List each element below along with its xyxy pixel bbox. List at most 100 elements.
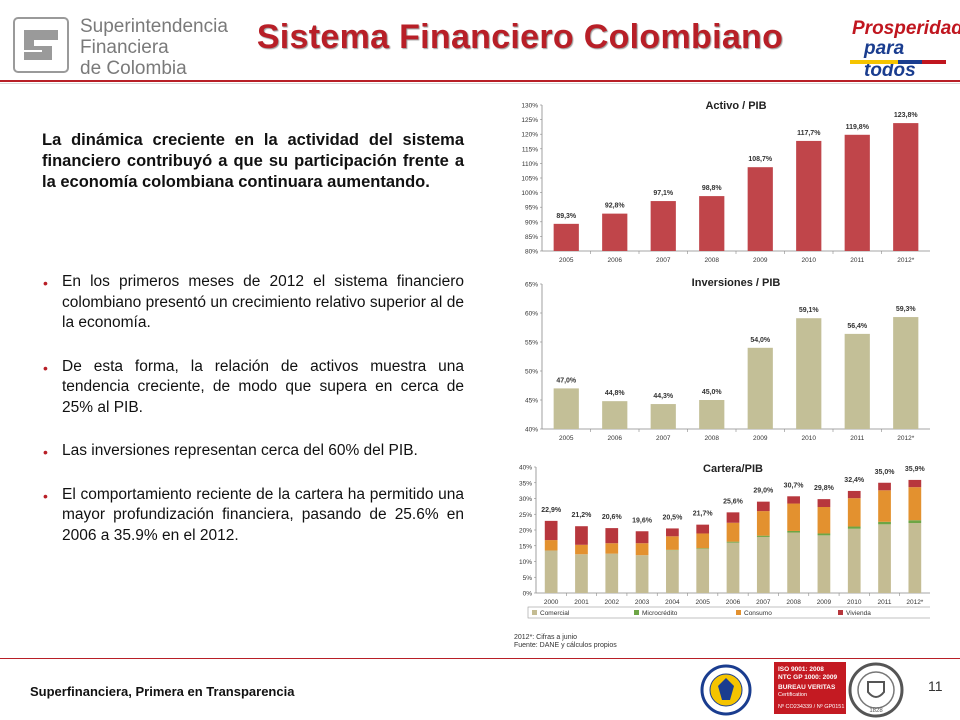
- stacked-segment: [605, 528, 619, 544]
- bullet-item: • El comportamiento reciente de la carter…: [40, 485, 464, 547]
- y-tick-label: 30%: [519, 496, 532, 503]
- page-number: 11: [928, 678, 943, 694]
- chart-title: Inversiones / PIB: [692, 277, 781, 289]
- bar: [602, 401, 628, 429]
- brand-line1: Prosperidad: [852, 18, 960, 39]
- chart-title: Activo / PIB: [705, 100, 766, 112]
- stacked-segment: [605, 543, 619, 554]
- cert-line: BUREAU VERITAS: [778, 684, 836, 691]
- stacked-segment: [756, 536, 770, 593]
- x-tick-label: 2008: [705, 257, 720, 264]
- bullet-icon: •: [43, 444, 48, 460]
- y-tick-label: 45%: [525, 398, 538, 405]
- x-tick-label: 2012*: [897, 435, 914, 442]
- x-tick-label: 2011: [878, 599, 892, 606]
- data-label: 59,1%: [799, 307, 820, 314]
- prosperidad-logo: Prosperidad para todos: [850, 18, 960, 81]
- stacked-segment: [635, 531, 649, 544]
- stacked-segment: [544, 540, 558, 551]
- note-line: Fuente: DANE y cálculos propios: [514, 642, 617, 649]
- stacked-segment: [847, 498, 861, 527]
- header-divider-light: [0, 83, 960, 84]
- stacked-segment: [817, 533, 831, 536]
- x-tick-label: 2007: [756, 599, 771, 606]
- activo-pib-chart: Activo / PIB 80% 85% 90% 95% 100% 105% 110% 115%…: [510, 96, 930, 266]
- chart-title: Cartera/PIB: [703, 463, 763, 475]
- stacked-segment: [575, 544, 588, 555]
- stacked-segment: [878, 482, 891, 491]
- data-label: 108,7%: [748, 156, 773, 163]
- y-tick-label: 130%: [521, 103, 538, 110]
- cert-line: Certification: [778, 692, 808, 698]
- logo-line: de Colombia: [80, 58, 187, 79]
- y-tick-label: 40%: [525, 427, 538, 434]
- bar: [796, 140, 822, 251]
- stacked-segment: [696, 533, 710, 549]
- x-tick-label: 2005: [559, 435, 574, 442]
- x-tick-label: 2008: [705, 435, 720, 442]
- stacked-segment: [756, 535, 770, 537]
- cert-line: NTC GP 1000: 2009: [778, 674, 838, 681]
- data-label: 89,3%: [556, 213, 577, 220]
- stacked-segment: [787, 532, 800, 593]
- bullet-text: El comportamiento reciente de la cartera…: [62, 485, 464, 544]
- bar: [699, 400, 725, 429]
- x-tick-label: 2002: [605, 599, 620, 606]
- x-tick-label: 2011: [850, 435, 864, 442]
- data-label: 92,8%: [605, 203, 626, 210]
- y-tick-label: 115%: [522, 146, 538, 153]
- bar: [844, 333, 870, 429]
- data-label: 119,8%: [846, 124, 870, 131]
- stacked-segment: [787, 530, 800, 533]
- stacked-segment: [878, 521, 891, 525]
- y-tick-label: 80%: [525, 249, 538, 256]
- bar: [796, 318, 822, 429]
- stacked-segment: [908, 479, 922, 488]
- inversiones-pib-chart: Inversiones / PIB 40% 45% 50% 55% 60% 65% 2005 4…: [510, 272, 930, 444]
- stacked-segment: [908, 523, 922, 593]
- cartera-pib-svg: Cartera/PIB 0% 5% 10% 15% 20% 25% 30% 35% 40% 2000…: [519, 463, 937, 619]
- bar: [650, 404, 676, 429]
- data-label: 44,3%: [653, 393, 674, 400]
- stacked-segment: [696, 548, 710, 593]
- bar: [553, 388, 579, 429]
- y-tick-label: 85%: [525, 234, 538, 241]
- stacked-segment: [756, 511, 770, 536]
- bar: [747, 167, 773, 251]
- stacked-segment: [666, 550, 679, 593]
- data-label: 35,0%: [875, 469, 896, 476]
- stacked-segment: [908, 487, 922, 521]
- data-label: 97,1%: [653, 190, 674, 197]
- bar: [747, 347, 773, 429]
- stacked-segment: [666, 528, 679, 537]
- y-tick-label: 35%: [519, 480, 532, 487]
- stacked-segment: [605, 553, 619, 593]
- data-label: 20,5%: [662, 514, 683, 521]
- y-tick-label: 60%: [525, 311, 538, 318]
- data-label: 19,6%: [632, 517, 653, 524]
- bv-year: 1828: [869, 708, 883, 714]
- y-tick-label: 0%: [523, 591, 533, 598]
- stacked-segment: [847, 526, 861, 529]
- data-label: 117,7%: [797, 130, 821, 137]
- y-tick-label: 105%: [521, 176, 538, 183]
- data-label: 29,0%: [753, 488, 774, 495]
- x-tick-label: 2012*: [906, 599, 923, 606]
- y-tick-label: 50%: [525, 369, 538, 376]
- stacked-segment: [635, 555, 649, 593]
- y-tick-label: 20%: [519, 528, 532, 535]
- x-tick-label: 2007: [656, 257, 671, 264]
- bar: [553, 223, 579, 251]
- stacked-segment: [726, 522, 740, 542]
- legend-label: Comercial: [540, 610, 570, 617]
- brand-line2: para todos: [864, 38, 916, 81]
- data-label: 21,2%: [572, 512, 593, 519]
- data-label: 22,9%: [541, 507, 562, 514]
- bullet-icon: •: [43, 275, 48, 291]
- stacked-segment: [696, 548, 710, 549]
- x-tick-label: 2007: [656, 435, 671, 442]
- footer-divider: [0, 658, 960, 659]
- data-label: 56,4%: [847, 323, 868, 330]
- stacked-segment: [544, 550, 558, 593]
- iso-certification-badge: ISO 9001: 2008 NTC GP 1000: 2009 BUREAU …: [774, 662, 846, 714]
